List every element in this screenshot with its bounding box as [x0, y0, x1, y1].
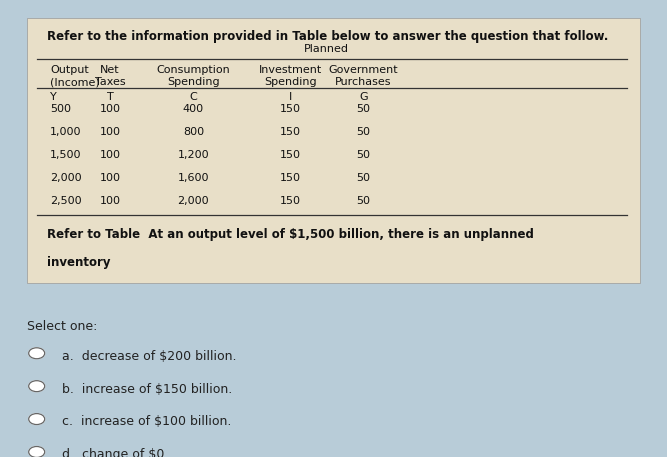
Circle shape [29, 414, 45, 425]
Text: Select one:: Select one: [27, 320, 97, 333]
Text: T: T [107, 92, 113, 102]
Text: b.  increase of $150 billion.: b. increase of $150 billion. [62, 383, 232, 395]
Text: 150: 150 [279, 173, 301, 183]
Text: Government: Government [329, 65, 398, 75]
Text: Consumption: Consumption [157, 65, 230, 75]
Text: 50: 50 [357, 127, 370, 137]
Text: G: G [360, 92, 368, 102]
Text: 100: 100 [99, 127, 121, 137]
Text: 1,500: 1,500 [50, 150, 81, 160]
Text: Refer to the information provided in Table below to answer the question that fol: Refer to the information provided in Tab… [47, 30, 608, 43]
Text: 150: 150 [279, 150, 301, 160]
Text: (Income): (Income) [50, 77, 100, 87]
Text: 50: 50 [357, 196, 370, 206]
Text: C: C [189, 92, 197, 102]
Text: 400: 400 [183, 104, 204, 114]
Text: 50: 50 [357, 173, 370, 183]
Circle shape [29, 348, 45, 359]
Text: c.  increase of $100 billion.: c. increase of $100 billion. [62, 415, 231, 428]
Text: Purchases: Purchases [336, 77, 392, 87]
Text: Taxes: Taxes [95, 77, 125, 87]
Text: 100: 100 [99, 150, 121, 160]
Text: 100: 100 [99, 104, 121, 114]
Circle shape [29, 446, 45, 457]
Text: Spending: Spending [264, 77, 316, 87]
Text: a.  decrease of $200 billion.: a. decrease of $200 billion. [62, 350, 237, 362]
Text: 100: 100 [99, 196, 121, 206]
Text: 50: 50 [357, 104, 370, 114]
Text: 150: 150 [279, 104, 301, 114]
Text: 150: 150 [279, 196, 301, 206]
Text: Refer to Table  At an output level of $1,500 billion, there is an unplanned: Refer to Table At an output level of $1,… [47, 228, 534, 240]
Text: 2,500: 2,500 [50, 196, 81, 206]
Text: 500: 500 [50, 104, 71, 114]
Text: Investment: Investment [259, 65, 321, 75]
Text: 150: 150 [279, 127, 301, 137]
Text: Planned: Planned [304, 44, 350, 54]
Text: inventory: inventory [47, 256, 110, 269]
Text: 800: 800 [183, 127, 204, 137]
Text: Net: Net [100, 65, 120, 75]
Text: Output: Output [50, 65, 89, 75]
Text: I: I [289, 92, 291, 102]
Text: 1,200: 1,200 [177, 150, 209, 160]
FancyBboxPatch shape [27, 18, 640, 283]
Text: d.  change of $0.: d. change of $0. [62, 448, 168, 457]
Text: 1,600: 1,600 [177, 173, 209, 183]
Text: Spending: Spending [167, 77, 219, 87]
Text: 2,000: 2,000 [177, 196, 209, 206]
Circle shape [29, 381, 45, 392]
Text: Y: Y [50, 92, 57, 102]
Text: 100: 100 [99, 173, 121, 183]
Text: 1,000: 1,000 [50, 127, 81, 137]
Text: 50: 50 [357, 150, 370, 160]
Text: 2,000: 2,000 [50, 173, 81, 183]
